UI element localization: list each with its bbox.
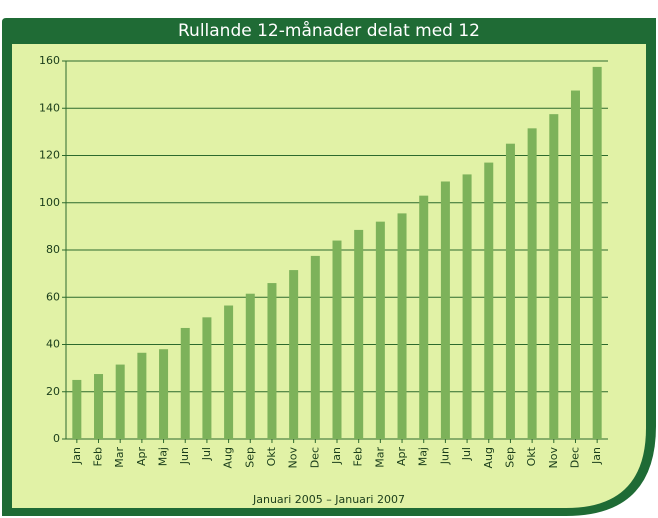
y-tick-label: 160 <box>39 54 60 67</box>
x-tick-label: Jul <box>200 447 213 461</box>
x-tick-label: Okt <box>525 446 538 466</box>
bar <box>592 66 602 439</box>
bar <box>419 195 429 439</box>
bar <box>180 327 190 439</box>
x-tick-label: Mar <box>113 447 126 468</box>
bar <box>505 143 515 439</box>
bar <box>332 240 342 439</box>
x-tick-label: Jun <box>438 447 451 465</box>
y-tick-label: 100 <box>39 196 60 209</box>
bar <box>289 270 299 439</box>
y-tick-label: 20 <box>46 385 60 398</box>
y-tick-label: 60 <box>46 290 60 303</box>
bar <box>159 349 169 439</box>
x-tick-label: Jun <box>178 447 191 465</box>
x-tick-label: Nov <box>287 447 300 469</box>
x-tick-label: Aug <box>222 447 235 468</box>
x-tick-label: Feb <box>92 447 105 466</box>
x-tick-label: Dec <box>308 447 321 468</box>
x-tick-label: Aug <box>482 447 495 468</box>
x-tick-label: Feb <box>352 447 365 466</box>
bar <box>267 283 277 439</box>
y-tick-label: 80 <box>46 243 60 256</box>
x-tick-label: Mar <box>373 447 386 468</box>
x-tick-label: Nov <box>547 447 560 469</box>
y-tick-label: 140 <box>39 101 60 114</box>
bar <box>375 221 385 439</box>
bar <box>72 379 82 439</box>
bar <box>310 255 320 439</box>
x-tick-label: Jul <box>460 447 473 461</box>
x-axis-label: Januari 2005 – Januari 2007 <box>252 493 405 506</box>
bar <box>115 364 125 439</box>
x-tick-label: Jan <box>590 447 603 465</box>
y-tick-label: 120 <box>39 149 60 162</box>
x-tick-label: Sep <box>503 447 516 468</box>
x-tick-label: Dec <box>568 447 581 468</box>
x-tick-label: Maj <box>157 447 170 466</box>
chart-title: Rullande 12-månader delat med 12 <box>178 20 480 41</box>
x-tick-label: Jan <box>330 447 343 465</box>
x-tick-label: Apr <box>135 447 148 467</box>
bar <box>137 352 147 439</box>
bar <box>202 317 212 439</box>
bar <box>484 162 494 439</box>
x-tick-label: Apr <box>395 447 408 467</box>
bar <box>549 114 559 439</box>
bar <box>570 90 580 439</box>
bar <box>440 181 450 440</box>
bar <box>354 229 364 439</box>
x-tick-label: Jan <box>70 447 83 465</box>
y-tick-label: 40 <box>46 338 60 351</box>
bar <box>245 293 255 439</box>
bar <box>94 374 104 439</box>
bar <box>224 305 234 439</box>
x-tick-label: Okt <box>265 446 278 466</box>
x-tick-label: Sep <box>243 447 256 468</box>
bar <box>462 174 472 439</box>
y-tick-label: 0 <box>53 432 60 445</box>
x-tick-label: Maj <box>417 447 430 466</box>
bar <box>527 128 537 440</box>
bar <box>397 213 407 439</box>
